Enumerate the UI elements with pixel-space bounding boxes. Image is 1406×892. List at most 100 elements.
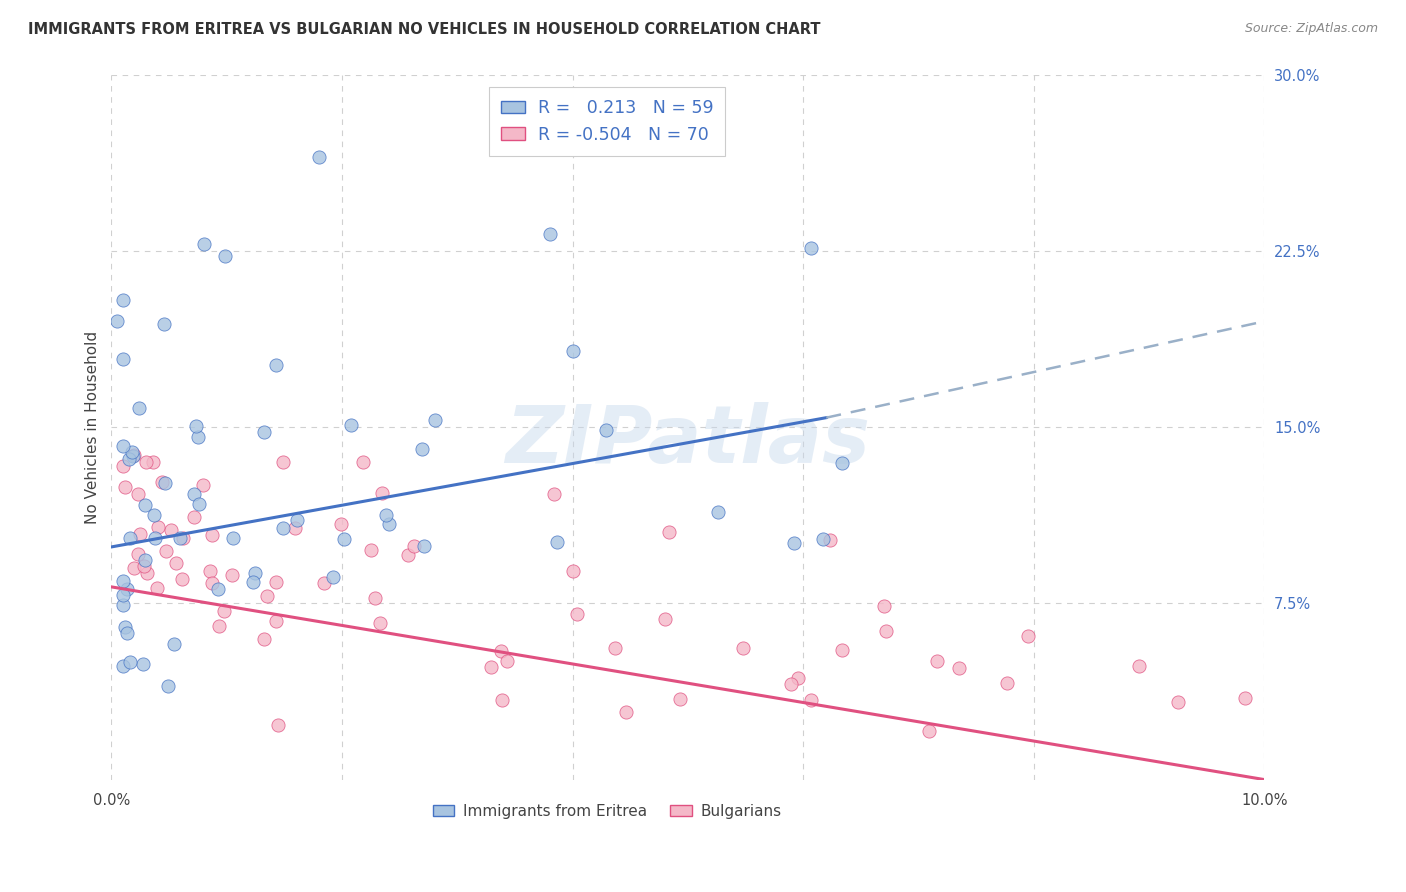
Point	[134, 498, 156, 512]
Point	[253, 425, 276, 440]
Point	[333, 532, 356, 546]
Point	[786, 671, 808, 685]
Point	[340, 417, 363, 432]
Point	[132, 559, 155, 574]
Point	[187, 497, 209, 511]
Y-axis label: No Vehicles in Household: No Vehicles in Household	[86, 331, 100, 524]
Point	[111, 658, 134, 673]
Point	[169, 532, 191, 546]
Point	[242, 575, 264, 590]
Point	[360, 543, 382, 558]
Point	[152, 318, 174, 332]
Point	[208, 619, 231, 633]
Point	[214, 604, 236, 618]
Point	[145, 581, 167, 595]
Point	[153, 475, 176, 490]
Point	[364, 591, 387, 606]
Point	[948, 661, 970, 675]
Point	[820, 533, 842, 547]
Legend: Immigrants from Eritrea, Bulgarians: Immigrants from Eritrea, Bulgarians	[426, 797, 787, 825]
Point	[538, 227, 561, 242]
Point	[396, 549, 419, 563]
Point	[183, 510, 205, 524]
Point	[1128, 659, 1150, 673]
Point	[111, 293, 134, 308]
Point	[565, 607, 588, 621]
Point	[496, 654, 519, 668]
Point	[115, 625, 138, 640]
Point	[491, 692, 513, 706]
Point	[352, 455, 374, 469]
Point	[322, 570, 344, 584]
Point	[479, 660, 502, 674]
Point	[562, 344, 585, 359]
Point	[111, 599, 134, 613]
Point	[267, 718, 290, 732]
Point	[128, 401, 150, 415]
Point	[112, 351, 135, 366]
Point	[423, 413, 446, 427]
Point	[132, 657, 155, 672]
Point	[186, 419, 208, 434]
Point	[264, 615, 287, 629]
Text: IMMIGRANTS FROM ERITREA VS BULGARIAN NO VEHICLES IN HOUSEHOLD CORRELATION CHART: IMMIGRANTS FROM ERITREA VS BULGARIAN NO …	[28, 22, 821, 37]
Point	[111, 574, 134, 589]
Point	[150, 475, 173, 489]
Point	[374, 508, 396, 523]
Point	[669, 692, 692, 706]
Point	[378, 517, 401, 532]
Point	[114, 480, 136, 494]
Point	[264, 575, 287, 590]
Point	[118, 451, 141, 466]
Point	[222, 531, 245, 545]
Point	[111, 439, 134, 453]
Point	[603, 640, 626, 655]
Point	[995, 675, 1018, 690]
Point	[155, 544, 177, 558]
Point	[172, 531, 194, 545]
Point	[543, 487, 565, 501]
Point	[201, 576, 224, 591]
Point	[163, 637, 186, 651]
Point	[402, 539, 425, 553]
Point	[371, 486, 394, 500]
Point	[165, 557, 187, 571]
Point	[811, 533, 834, 547]
Point	[707, 505, 730, 519]
Text: ZIPatlas: ZIPatlas	[505, 402, 870, 480]
Point	[187, 430, 209, 444]
Point	[146, 520, 169, 534]
Point	[271, 455, 294, 469]
Point	[875, 624, 897, 639]
Point	[198, 564, 221, 578]
Point	[800, 692, 823, 706]
Point	[214, 249, 236, 263]
Point	[136, 566, 159, 580]
Point	[193, 478, 215, 492]
Point	[314, 575, 336, 590]
Point	[115, 582, 138, 597]
Point	[170, 572, 193, 586]
Point	[562, 565, 585, 579]
Point	[111, 588, 134, 602]
Point	[731, 641, 754, 656]
Point	[831, 642, 853, 657]
Point	[120, 531, 142, 545]
Point	[142, 455, 165, 469]
Point	[245, 566, 267, 580]
Point	[142, 508, 165, 523]
Point	[654, 612, 676, 626]
Point	[221, 568, 243, 582]
Point	[127, 487, 149, 501]
Point	[159, 523, 181, 537]
Point	[264, 359, 287, 373]
Point	[124, 448, 146, 462]
Point	[118, 655, 141, 669]
Point	[780, 677, 803, 691]
Point	[1167, 695, 1189, 709]
Point	[595, 424, 617, 438]
Point	[411, 442, 433, 456]
Point	[129, 527, 152, 541]
Point	[193, 236, 215, 251]
Point	[122, 449, 145, 463]
